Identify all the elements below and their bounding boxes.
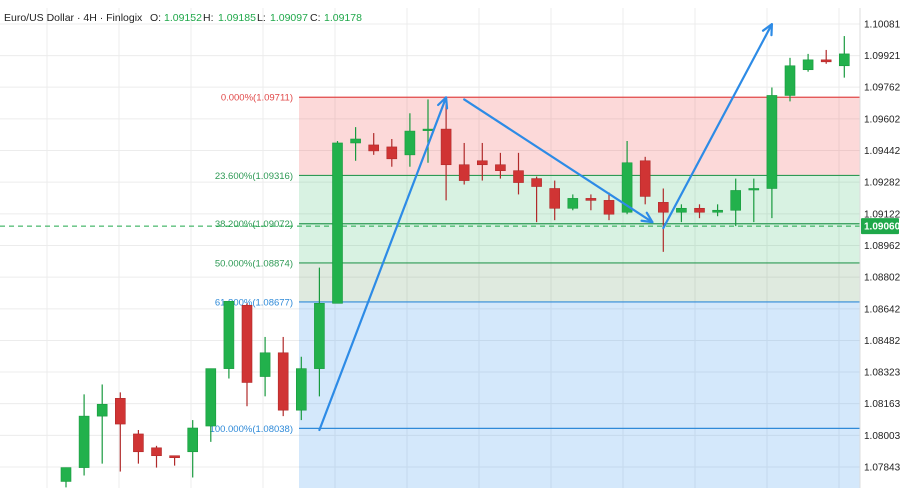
candle-up	[314, 302, 325, 369]
open-label: O:	[150, 12, 161, 24]
candle-up	[350, 138, 361, 144]
fib-level-label: 100.000%(1.08038)	[210, 424, 293, 435]
candle-up	[96, 403, 108, 417]
candle-down	[133, 433, 144, 453]
candle-down	[440, 128, 452, 166]
price-tick-label: 1.09602	[864, 114, 900, 125]
price-tick-label: 1.08323	[864, 367, 900, 378]
price-tick-label: 1.09282	[864, 178, 900, 189]
trend-arrow-head	[761, 23, 774, 37]
candle-down	[694, 207, 705, 213]
candle-down	[495, 164, 506, 171]
trend-arrows	[318, 23, 774, 432]
candle-up	[766, 95, 778, 189]
fib-level-label: 38.200%(1.09072)	[215, 219, 293, 230]
candle-down	[386, 146, 398, 160]
high-label: H:	[203, 12, 214, 24]
candle-up	[78, 415, 90, 468]
candle-up	[259, 352, 271, 377]
fib-zone-0	[299, 97, 860, 176]
fib-zone-4	[299, 301, 860, 429]
candle-down	[603, 200, 615, 215]
high-value: 1.09185	[218, 12, 256, 24]
fib-level-label: 23.600%(1.09316)	[215, 171, 293, 182]
fib-zone-extension	[299, 428, 860, 488]
candle-up	[295, 368, 307, 411]
candle-up	[187, 427, 198, 453]
price-tick-label: 1.08163	[864, 399, 900, 410]
candle-down	[241, 304, 253, 383]
trend-arrow-head	[437, 96, 449, 110]
price-tick-label: 1.08962	[864, 241, 900, 252]
symbol-title: Euro/US Dollar · 4H · Finlogix	[4, 12, 143, 24]
open-value: 1.09152	[164, 12, 202, 24]
candle-down	[115, 398, 126, 425]
candles	[60, 36, 850, 488]
price-tick-label: 1.08642	[864, 304, 900, 315]
candle-up	[205, 368, 217, 427]
candle-up	[838, 53, 850, 67]
candle-down	[531, 178, 542, 187]
candle-up	[332, 142, 343, 304]
candle-down	[549, 188, 561, 209]
candle-down	[476, 160, 488, 166]
candle-down	[513, 170, 524, 183]
candle-up	[784, 65, 796, 96]
trend-arrow-line	[463, 98, 654, 224]
price-tick-label: 1.09442	[864, 146, 900, 157]
candle-down	[368, 144, 380, 152]
candle-down	[169, 455, 180, 458]
candle-up	[223, 301, 235, 369]
candle-up	[404, 130, 416, 156]
low-label: L:	[257, 12, 266, 24]
candle-down	[151, 447, 162, 457]
candle-down	[277, 352, 289, 411]
price-axis: 1.10081 1.09921 1.09762 1.09602 1.09442 1.092…	[859, 8, 900, 488]
candle-up	[422, 128, 434, 131]
fib-level-label: 50.000%(1.08874)	[215, 258, 293, 269]
price-tick-label: 1.09762	[864, 83, 900, 94]
price-tick-label: 1.08003	[864, 431, 900, 442]
fib-level-label: 61.800%(1.08677)	[215, 297, 293, 308]
candle-up	[621, 162, 633, 213]
trend-arrow-line	[318, 96, 448, 432]
candle-down	[657, 202, 669, 213]
candle-up	[802, 59, 814, 71]
fib-zone-1	[299, 175, 860, 224]
last-price-badge	[861, 218, 899, 235]
candle-up	[712, 209, 723, 213]
price-tick-label: 1.08482	[864, 336, 900, 347]
price-tick-label: 1.08802	[864, 273, 900, 284]
fib-level-label: 0.000%(1.09711)	[221, 93, 293, 104]
candle-up	[567, 198, 579, 209]
fib-zone-3	[299, 262, 860, 302]
last-price-label: 1.09060	[864, 222, 900, 233]
grid	[0, 8, 860, 488]
fibonacci-zones	[299, 97, 860, 488]
candle-up	[676, 207, 687, 213]
price-tick-label: 1.10081	[864, 20, 900, 31]
candle-down	[639, 160, 651, 197]
price-tick-label: 1.07843	[864, 463, 900, 474]
trend-arrow-head	[640, 211, 654, 224]
chart-header: Euro/US Dollar · 4H · Finlogix O: 1.0915…	[4, 12, 362, 24]
candle-up	[60, 467, 72, 482]
close-value: 1.09178	[324, 12, 362, 24]
low-value: 1.09097	[270, 12, 308, 24]
trend-arrow-line	[662, 23, 774, 230]
close-label: C:	[310, 12, 321, 24]
price-tick-label: 1.09122	[864, 209, 900, 220]
price-tick-label: 1.09921	[864, 51, 900, 62]
candle-down	[458, 164, 470, 181]
fib-zone-2	[299, 223, 860, 263]
candle-down	[585, 198, 597, 201]
candle-down	[820, 59, 832, 63]
candle-up	[748, 188, 760, 191]
candle-up	[730, 190, 742, 211]
